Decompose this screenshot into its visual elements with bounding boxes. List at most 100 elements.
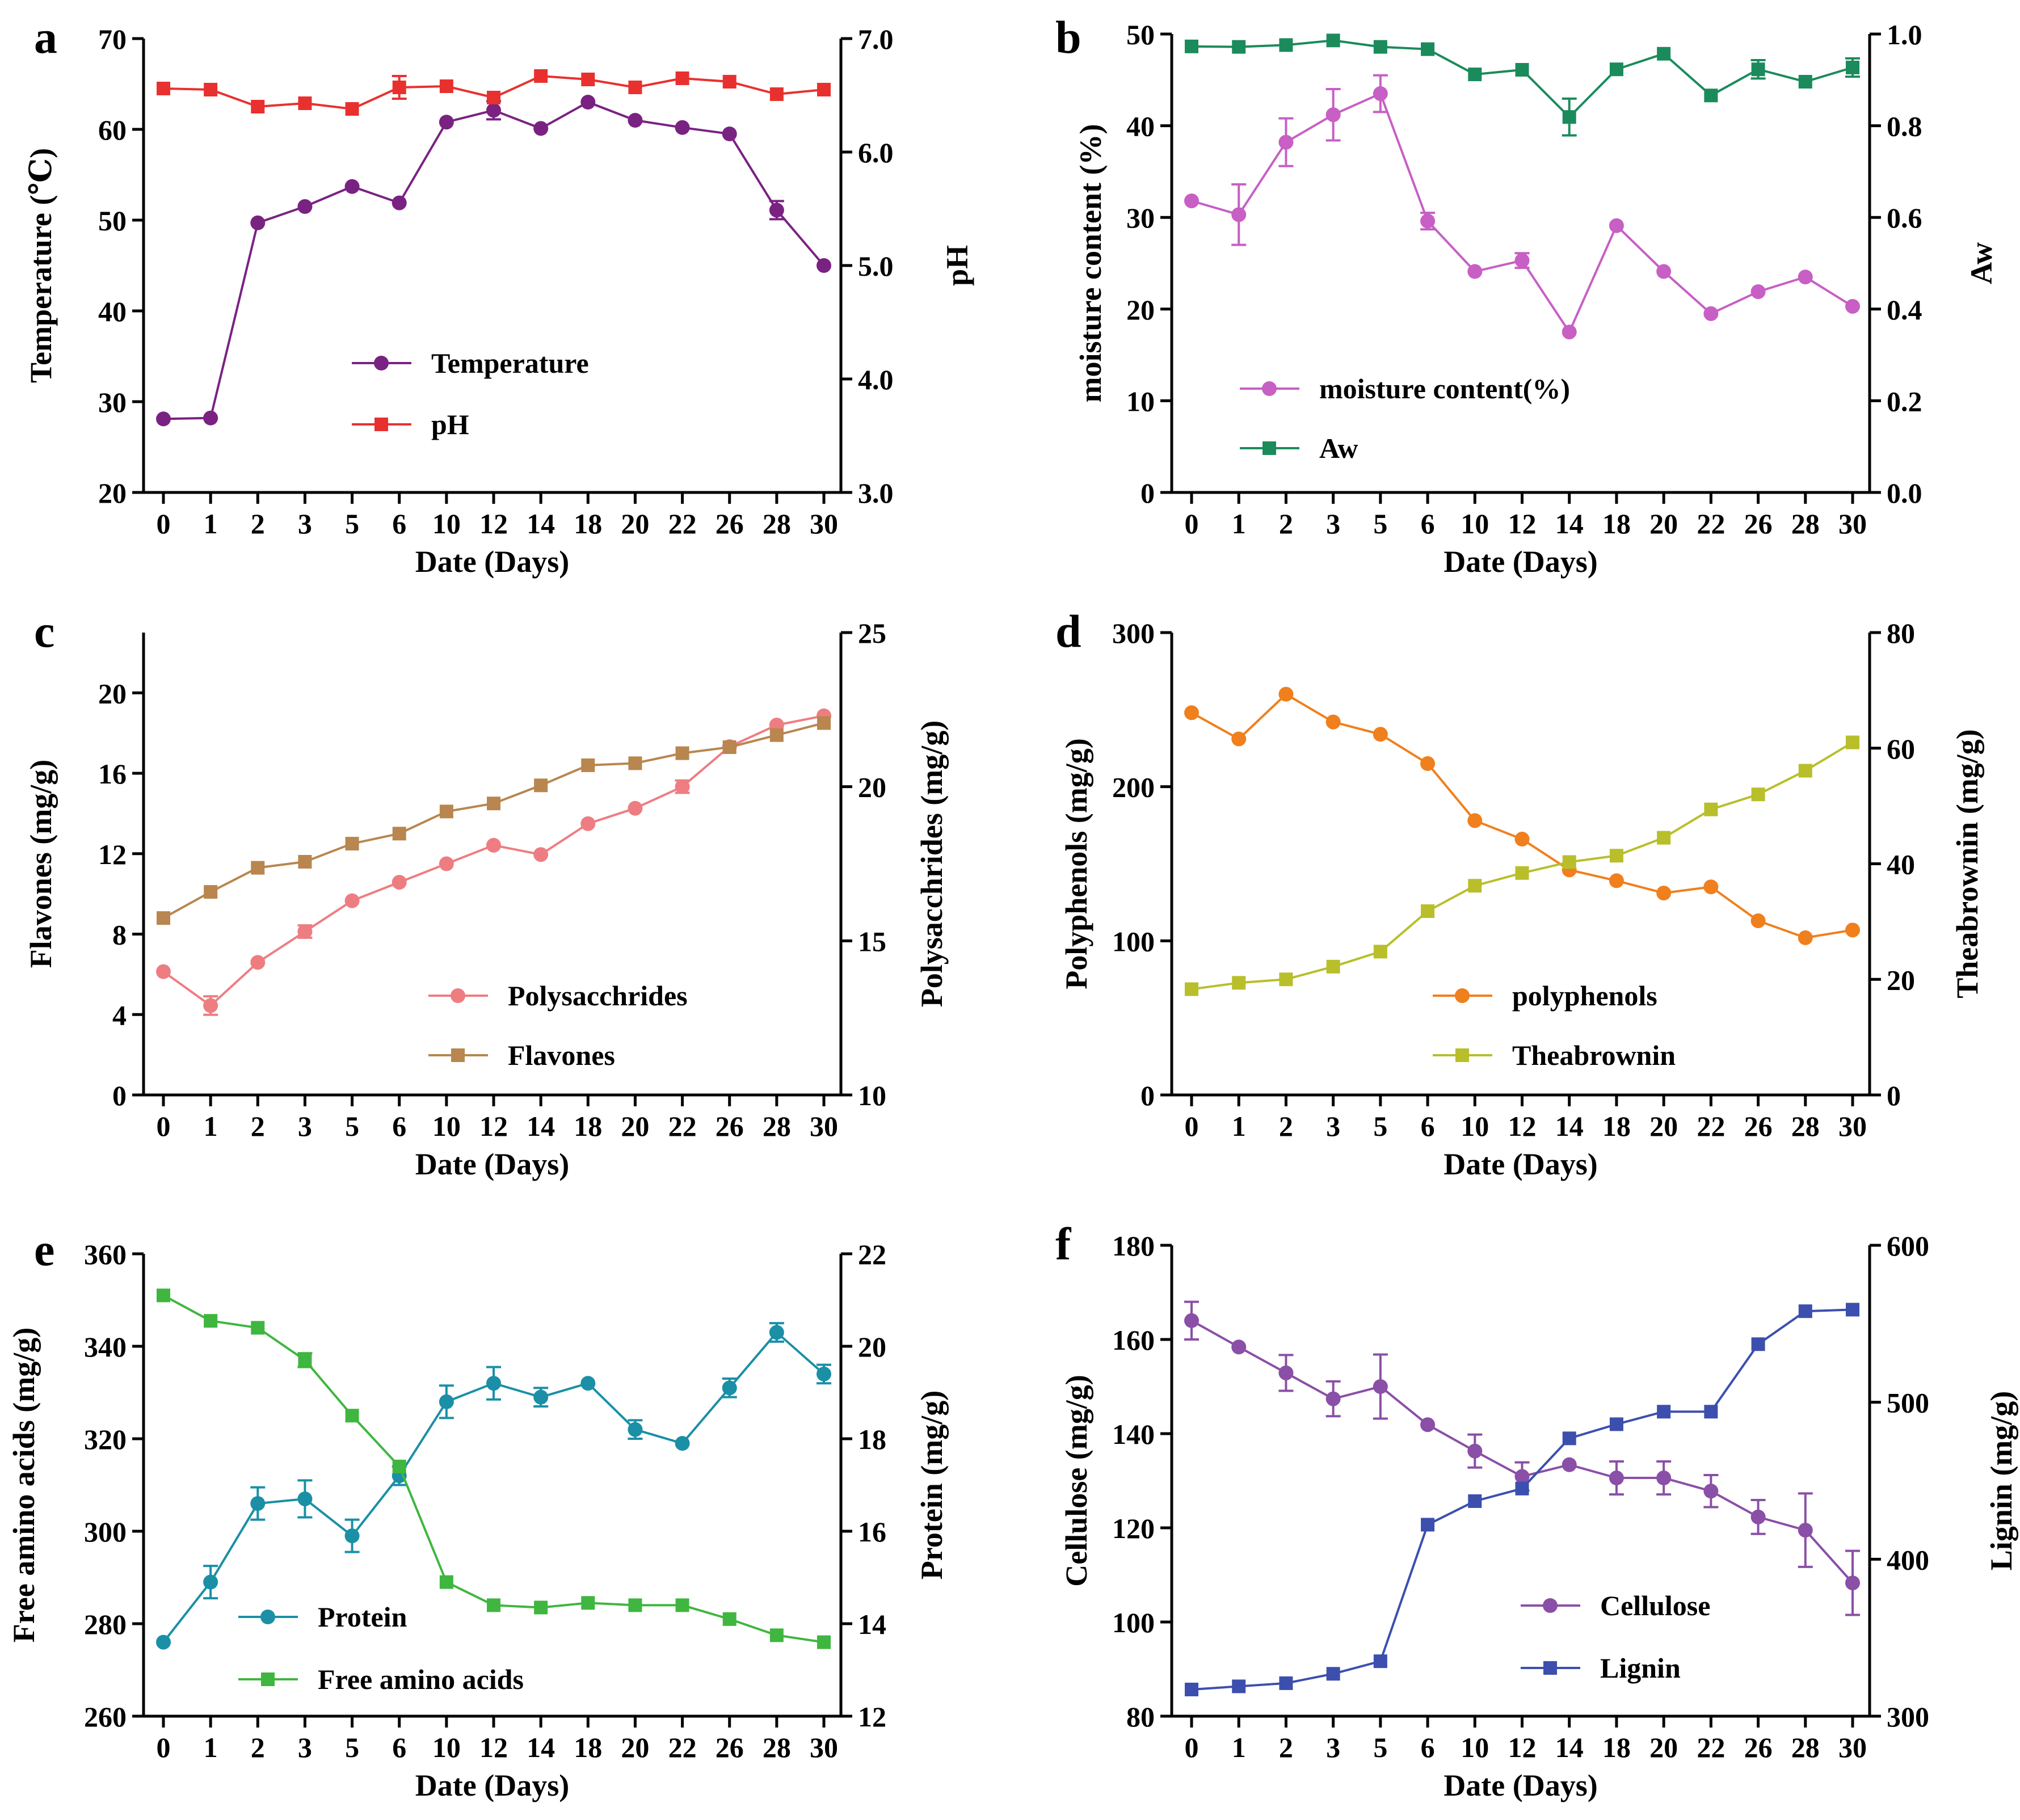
legend-marker	[1455, 988, 1470, 1003]
x-tick-label: 10	[1461, 1110, 1489, 1142]
data-point	[157, 82, 170, 95]
data-point	[1750, 913, 1766, 929]
x-tick-label: 22	[668, 508, 697, 540]
x-axis-title: Date (Days)	[415, 1147, 569, 1181]
data-point	[487, 1598, 500, 1612]
data-point	[769, 87, 784, 101]
right-tick-label: 3.0	[858, 477, 894, 509]
right-tick-label: 400	[1887, 1544, 1929, 1575]
data-point	[1515, 63, 1529, 77]
left-tick-label: 80	[1126, 1701, 1155, 1733]
data-point	[1751, 787, 1765, 802]
left-axis-title: Cellulose (mg/g)	[1059, 1375, 1093, 1586]
data-point	[297, 1491, 313, 1506]
x-tick-label: 6	[392, 508, 406, 540]
right-tick-label: 20	[858, 1331, 886, 1363]
right-tick-label: 12	[858, 1701, 886, 1733]
left-tick-label: 320	[84, 1423, 127, 1455]
left-axis-title: Free amino acids (mg/g)	[7, 1328, 41, 1642]
legend-label: Flavones	[508, 1039, 615, 1071]
data-point	[1656, 886, 1672, 901]
left-tick-label: 260	[84, 1701, 127, 1733]
data-point	[675, 779, 690, 794]
x-tick-label: 28	[763, 1731, 791, 1763]
legend-label: Temperature	[431, 347, 589, 379]
data-point	[297, 199, 313, 214]
right-axis-title: Protein (mg/g)	[915, 1391, 949, 1579]
data-point	[1184, 705, 1199, 721]
right-tick-label: 10	[858, 1080, 886, 1111]
x-tick-label: 1	[204, 508, 218, 540]
x-tick-label: 12	[479, 1731, 508, 1763]
x-tick-label: 1	[1232, 1110, 1246, 1142]
left-tick-label: 4	[112, 999, 127, 1031]
legend-label: Polysacchrides	[508, 980, 688, 1012]
x-tick-label: 1	[204, 1731, 218, 1763]
data-point	[1515, 866, 1529, 880]
data-point	[345, 102, 359, 116]
x-tick-label: 12	[1508, 1110, 1537, 1142]
x-tick-label: 28	[1791, 1731, 1820, 1763]
data-point	[345, 1409, 359, 1423]
x-tick-label: 30	[810, 1731, 838, 1763]
data-point	[581, 1596, 595, 1610]
data-point	[1609, 218, 1624, 233]
x-tick-label: 6	[1421, 1731, 1435, 1763]
x-axis-title: Date (Days)	[415, 1768, 569, 1802]
x-tick-label: 18	[1602, 1110, 1631, 1142]
data-point	[1514, 1469, 1530, 1484]
legend-item: polyphenols	[1433, 980, 1657, 1012]
left-tick-label: 20	[1126, 294, 1155, 326]
data-point	[156, 1634, 171, 1650]
series-cellulose	[1184, 1300, 1860, 1616]
data-point	[1185, 982, 1198, 996]
data-point	[1420, 756, 1436, 771]
data-point	[1373, 1379, 1388, 1394]
x-tick-label: 20	[621, 1731, 649, 1763]
legend-item: Theabrownin	[1433, 1039, 1676, 1071]
data-point	[1279, 972, 1293, 987]
data-point	[157, 911, 170, 925]
legend-label: Lignin	[1600, 1652, 1681, 1684]
left-tick-label: 180	[1112, 1230, 1155, 1262]
data-point	[1231, 731, 1247, 747]
left-tick-label: 100	[1112, 1607, 1155, 1638]
data-point	[722, 740, 737, 754]
right-tick-label: 6.0	[858, 137, 894, 168]
data-point	[1326, 33, 1340, 48]
data-point	[817, 83, 831, 96]
data-point	[1467, 264, 1483, 279]
data-point	[1562, 110, 1576, 124]
right-tick-label: 16	[858, 1516, 886, 1548]
x-tick-label: 12	[1508, 1731, 1537, 1763]
x-axis-title: Date (Days)	[1444, 545, 1597, 579]
data-point	[769, 728, 784, 742]
left-tick-label: 20	[98, 477, 127, 509]
left-tick-label: 8	[112, 919, 127, 951]
data-point	[1751, 62, 1765, 77]
x-tick-label: 18	[574, 1110, 602, 1142]
left-tick-label: 300	[1112, 617, 1155, 649]
right-axis-title: Polysacchrides (mg/g)	[915, 721, 949, 1007]
data-point	[392, 81, 406, 94]
x-tick-label: 6	[1421, 1110, 1435, 1142]
series-lignin	[1185, 1303, 1859, 1696]
right-tick-label: 0	[1887, 1080, 1901, 1111]
data-point	[817, 716, 831, 730]
data-point	[344, 1528, 360, 1544]
x-tick-label: 12	[1508, 508, 1537, 540]
x-tick-label: 14	[1555, 1731, 1584, 1763]
data-point	[1798, 764, 1812, 778]
data-point	[1468, 68, 1482, 82]
left-tick-label: 0	[1141, 1080, 1155, 1111]
x-tick-label: 5	[1373, 508, 1387, 540]
x-tick-label: 0	[1185, 1110, 1199, 1142]
data-point	[580, 1376, 596, 1391]
x-tick-label: 22	[668, 1110, 697, 1142]
data-point	[1325, 1391, 1341, 1406]
legend-label: pH	[431, 408, 469, 440]
data-point	[204, 1314, 218, 1328]
right-tick-label: 60	[1887, 733, 1915, 765]
left-tick-label: 16	[98, 758, 127, 790]
